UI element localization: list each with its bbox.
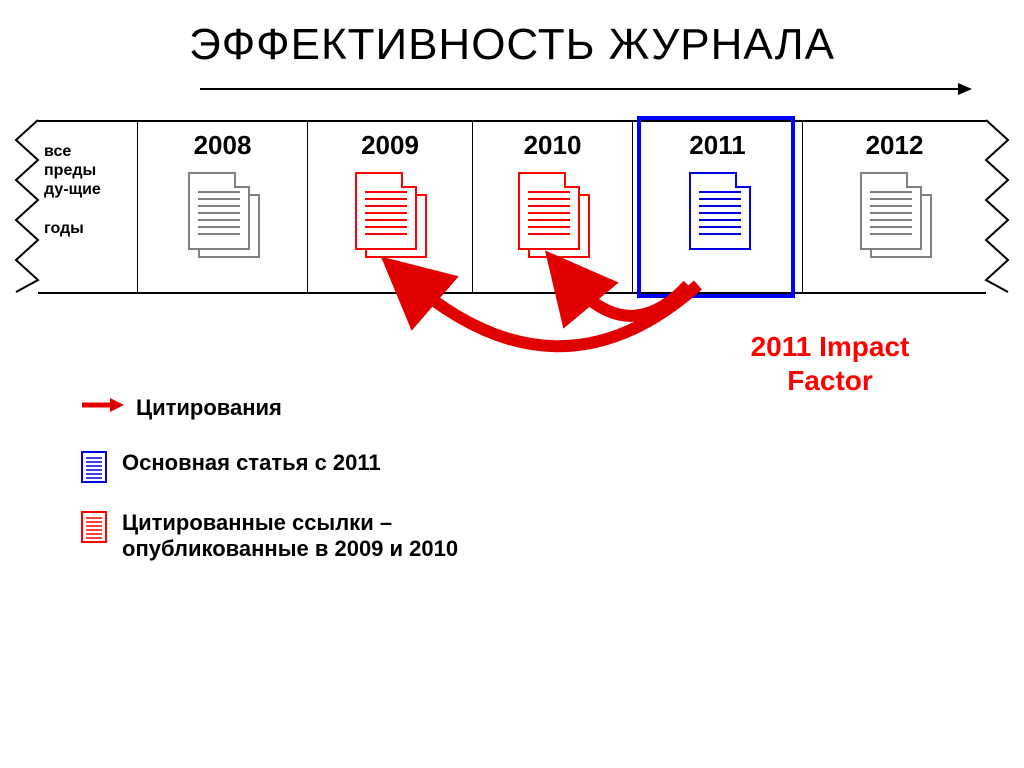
timeline-band: всепредыду-щиегоды 20082009201020112012 <box>38 120 986 294</box>
doc-icon-gray <box>188 172 258 258</box>
band-right-zigzag <box>984 118 1014 294</box>
doc-icon-red <box>355 172 425 258</box>
slide-title: ЭФФЕКТИВНОСТЬ ЖУРНАЛА <box>0 20 1024 70</box>
legend-row-main-article: Основная статья с 2011 <box>80 450 381 492</box>
timeline-axis-line <box>200 88 960 90</box>
timeline-cell-2010: 2010 <box>473 122 633 292</box>
doc-icon-red <box>518 172 588 258</box>
timeline-axis-arrowhead <box>958 83 972 95</box>
year-label: 2010 <box>473 130 632 161</box>
legend-red-doc-icon <box>80 510 110 552</box>
legend-cited-refs-text: Цитированные ссылки – опубликованные в 2… <box>122 510 458 562</box>
timeline-cell-previous: всепредыду-щиегоды <box>38 122 138 292</box>
doc-icon-gray <box>860 172 930 258</box>
highlight-box-2011 <box>637 116 795 298</box>
impact-line2: Factor <box>787 365 873 396</box>
timeline-cell-2011: 2011 <box>633 122 803 292</box>
impact-line1: 2011 Impact <box>751 331 910 362</box>
band-left-zigzag <box>10 118 40 294</box>
timeline-cell-2008: 2008 <box>138 122 308 292</box>
legend-arrow-icon <box>80 395 124 415</box>
year-label: 2009 <box>308 130 472 161</box>
timeline-cell-2009: 2009 <box>308 122 473 292</box>
legend-main-article-text: Основная статья с 2011 <box>122 450 381 476</box>
legend-row-citations: Цитирования <box>80 395 282 421</box>
timeline-cell-2012: 2012 <box>803 122 986 292</box>
year-label: 2012 <box>803 130 986 161</box>
legend-citations-text: Цитирования <box>136 395 282 421</box>
impact-factor-label: 2011 Impact Factor <box>720 330 940 397</box>
legend-row-cited-refs: Цитированные ссылки – опубликованные в 2… <box>80 510 458 562</box>
year-label: 2008 <box>138 130 307 161</box>
previous-years-label: всепредыду-щиегоды <box>44 142 124 238</box>
legend-blue-doc-icon <box>80 450 110 492</box>
